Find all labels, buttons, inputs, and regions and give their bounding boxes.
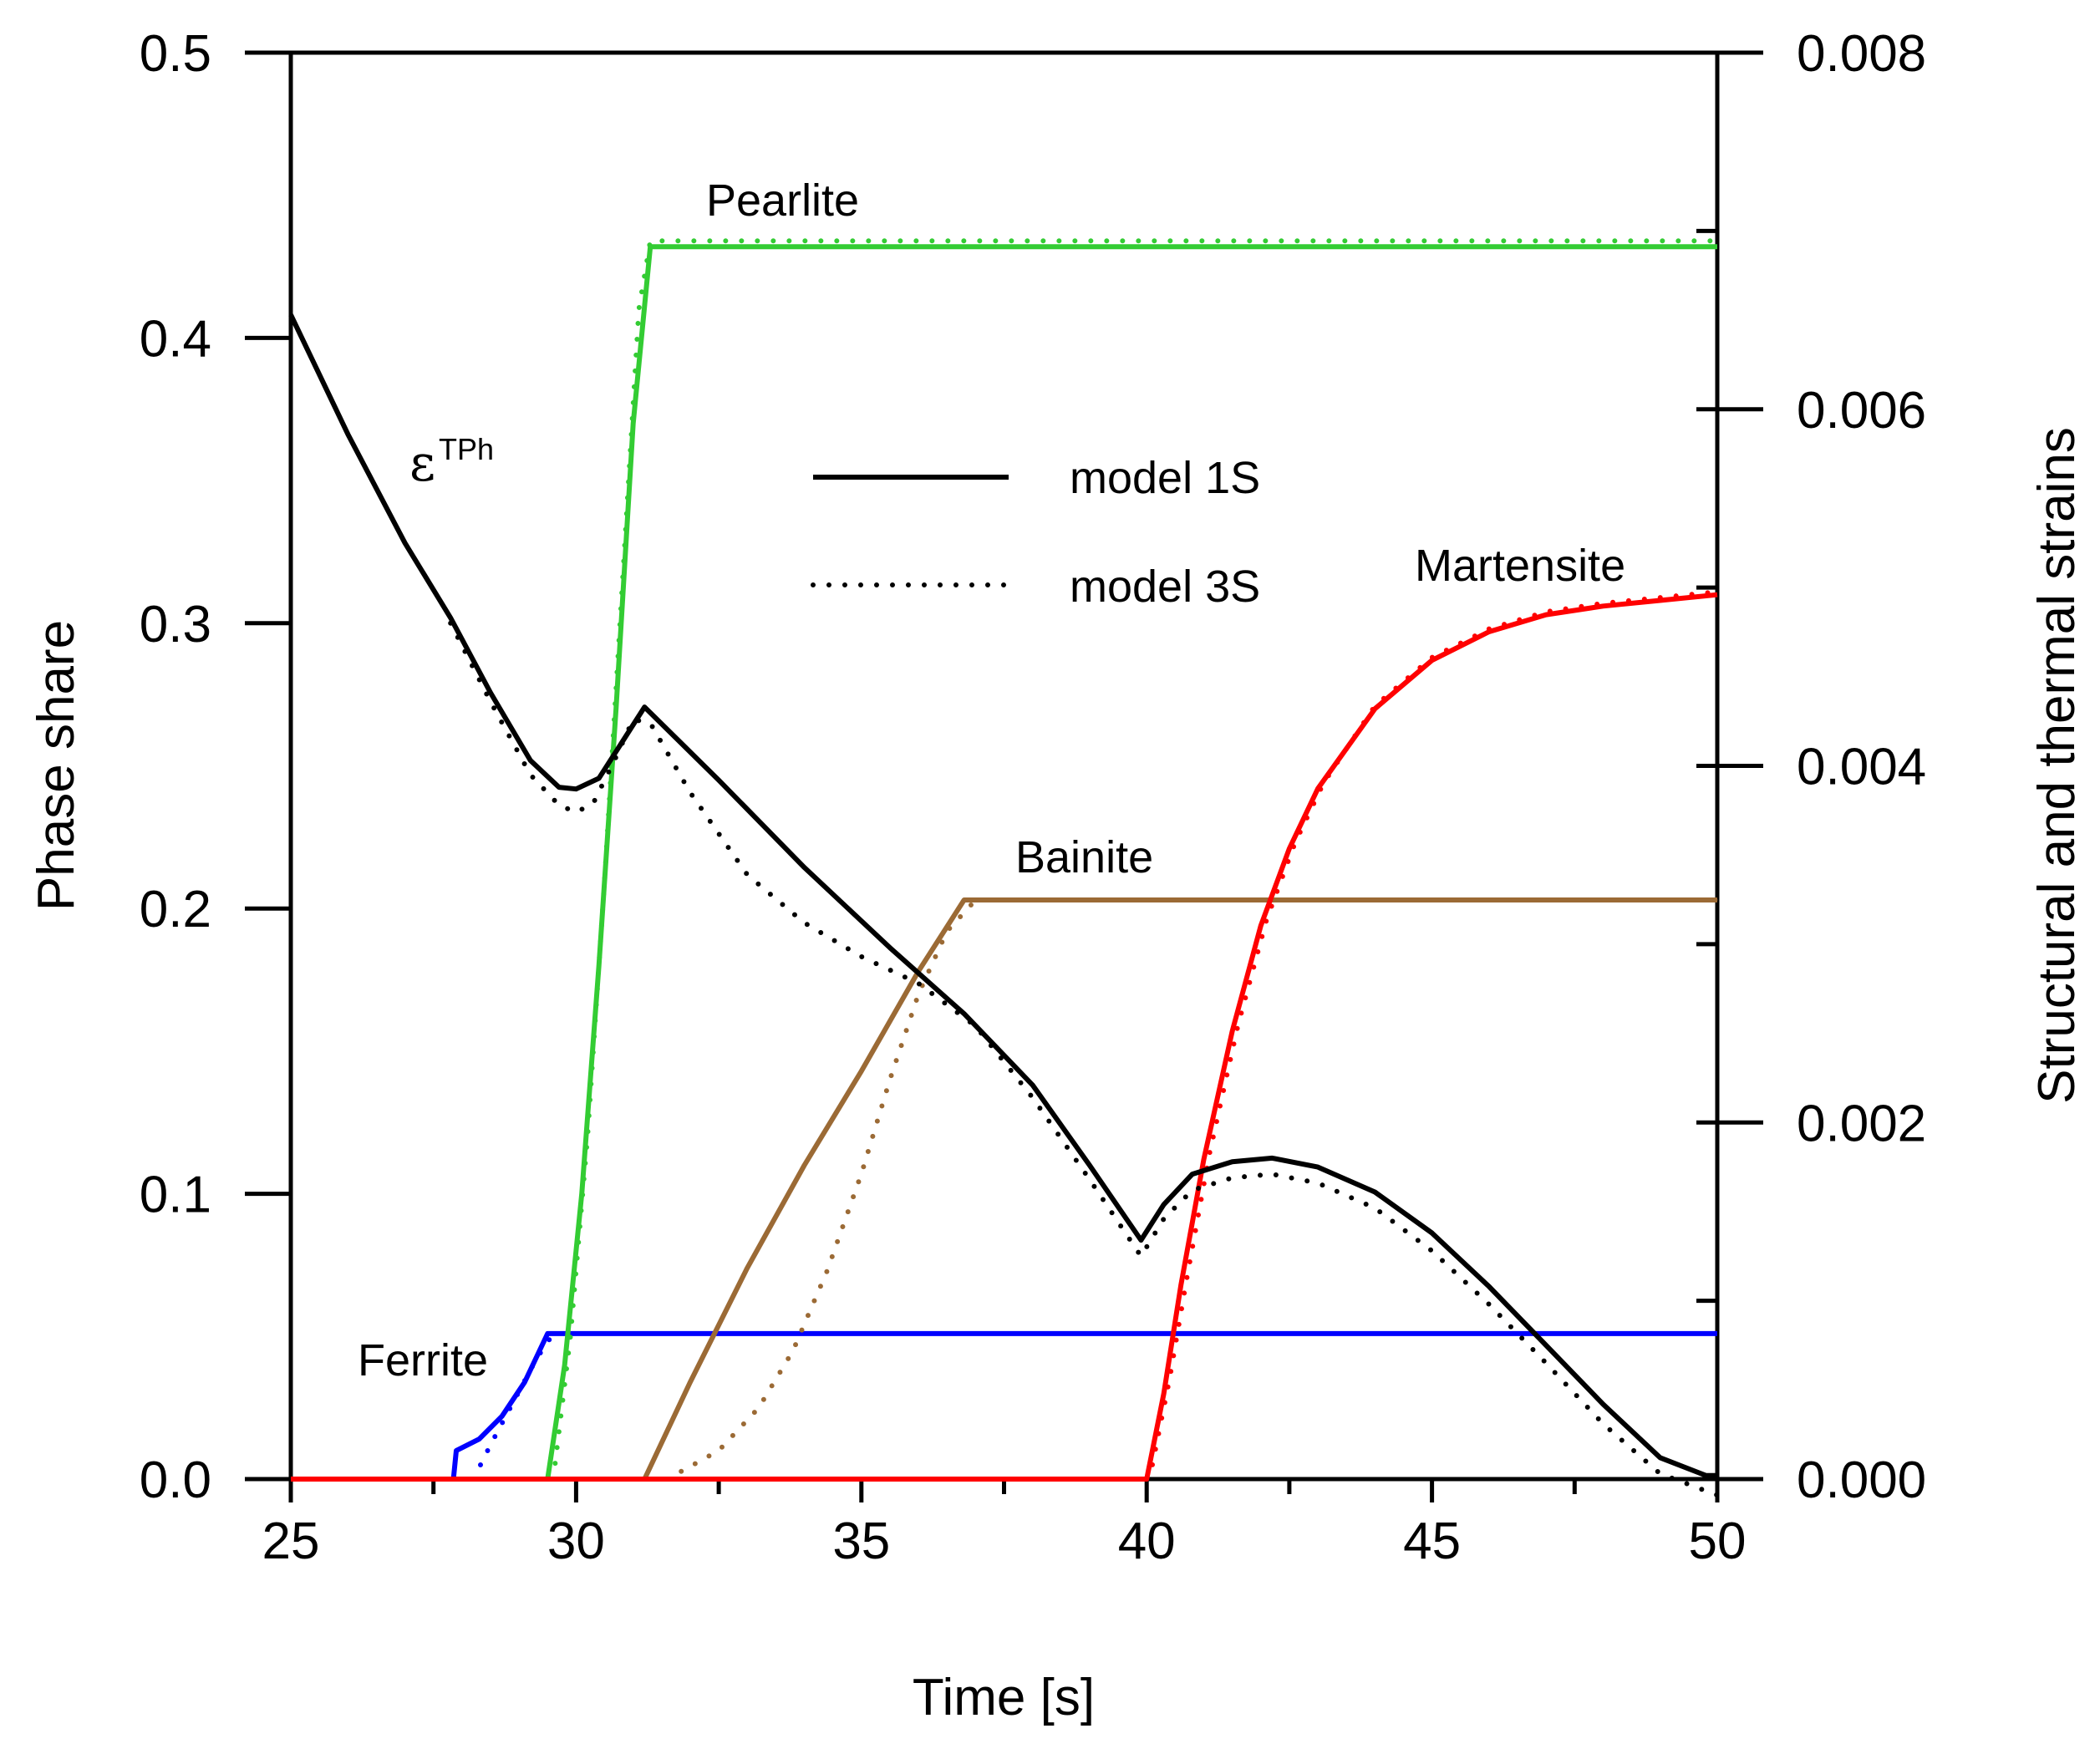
legend-model-3s: model 3S (1070, 562, 1260, 612)
y-axis-left: 0.0 0.1 0.2 0.3 0.4 0.5 (140, 25, 291, 1509)
series-line-strain-tph-model-3s (448, 620, 1720, 1498)
legend-model-1s: model 1S (1070, 453, 1260, 503)
x-axis-title: Time [s] (913, 1669, 1095, 1726)
y-axis-title: Phase share (28, 620, 85, 911)
series-line-strain-tph-model-1s (288, 313, 1717, 1478)
y-tick-label: 0.5 (140, 25, 211, 83)
y-tick-label: 0.3 (140, 596, 211, 653)
x-axis: 25 30 35 40 45 50 (262, 1479, 1747, 1570)
bainite-label: Bainite (1015, 832, 1153, 882)
x-tick-label: 25 (262, 1513, 320, 1570)
series-line-ferrite-model-1s (291, 1330, 1717, 1482)
legend: model 1S model 3S (811, 453, 1260, 612)
ferrite-label: Ferrite (358, 1335, 488, 1385)
y2-tick-label: 0.004 (1797, 739, 1926, 796)
y-tick-label: 0.4 (140, 310, 211, 368)
y2-axis-title: Structural and thermal strains (2028, 427, 2086, 1104)
y2-tick-label: 0.000 (1797, 1451, 1926, 1509)
pearlite-label: Pearlite (706, 175, 859, 226)
y-axis-right: 0.000 0.002 0.004 0.006 0.008 (1696, 25, 1926, 1509)
series-line-bainite-model-3s (664, 897, 1720, 1482)
series-line-bainite-model-1s (291, 897, 1717, 1482)
y-tick-label: 0.0 (140, 1451, 211, 1509)
x-tick-label: 40 (1118, 1513, 1176, 1570)
series-layer (288, 238, 1720, 1498)
plot-frame (288, 50, 1720, 1482)
x-tick-label: 45 (1403, 1513, 1461, 1570)
series-line-pearlite-model-1s (291, 244, 1717, 1482)
x-tick-label: 30 (547, 1513, 605, 1570)
series-line-pearlite-model-3s (551, 238, 1720, 1482)
y2-tick-label: 0.002 (1797, 1095, 1926, 1152)
strain-symbol-label: ε (409, 435, 435, 493)
martensite-label: Martensite (1415, 541, 1625, 591)
x-tick-label: 35 (832, 1513, 890, 1570)
y2-tick-label: 0.006 (1797, 382, 1926, 440)
x-tick-label: 50 (1689, 1513, 1747, 1570)
strain-superscript-label: TPh (439, 432, 494, 466)
y-tick-label: 0.2 (140, 881, 211, 938)
y-tick-label: 0.1 (140, 1167, 211, 1224)
series-line-martensite-model-1s (291, 592, 1718, 1482)
y2-tick-label: 0.008 (1797, 25, 1926, 83)
